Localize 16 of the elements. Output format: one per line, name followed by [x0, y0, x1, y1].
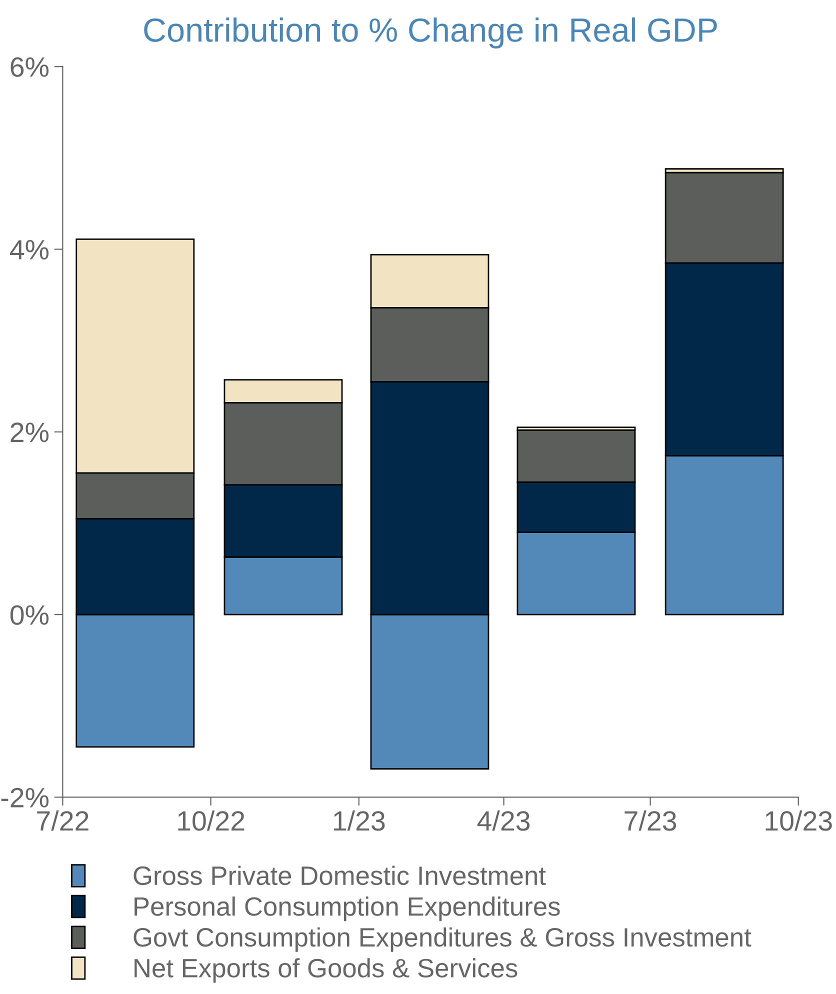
y-tick-label: 0%: [10, 605, 49, 625]
legend-label: Personal Consumption Expenditures: [134, 896, 560, 922]
legend-label: Net Exports of Goods & Services: [134, 958, 518, 983]
y-tick-label: 4%: [10, 240, 49, 260]
y-tick-label: -2%: [1, 788, 49, 808]
x-tick-label: 7/23: [624, 810, 676, 831]
x-tick-label: 10/23: [766, 810, 832, 831]
x-tick-label: 10/22: [178, 810, 244, 831]
legend-label: Govt Consumption Expenditures & Gross Investment: [134, 927, 752, 952]
chart-title: Contribution to % Change in Real GDP: [144, 17, 717, 49]
x-tick-label: 1/23: [334, 810, 385, 831]
y-tick-label: 2%: [10, 422, 49, 442]
legend-label: Gross Private Domestic Investment: [134, 866, 546, 886]
x-tick-label: 7/22: [37, 810, 88, 831]
y-tick-label: 6%: [10, 57, 49, 77]
x-tick-label: 4/23: [477, 810, 530, 831]
